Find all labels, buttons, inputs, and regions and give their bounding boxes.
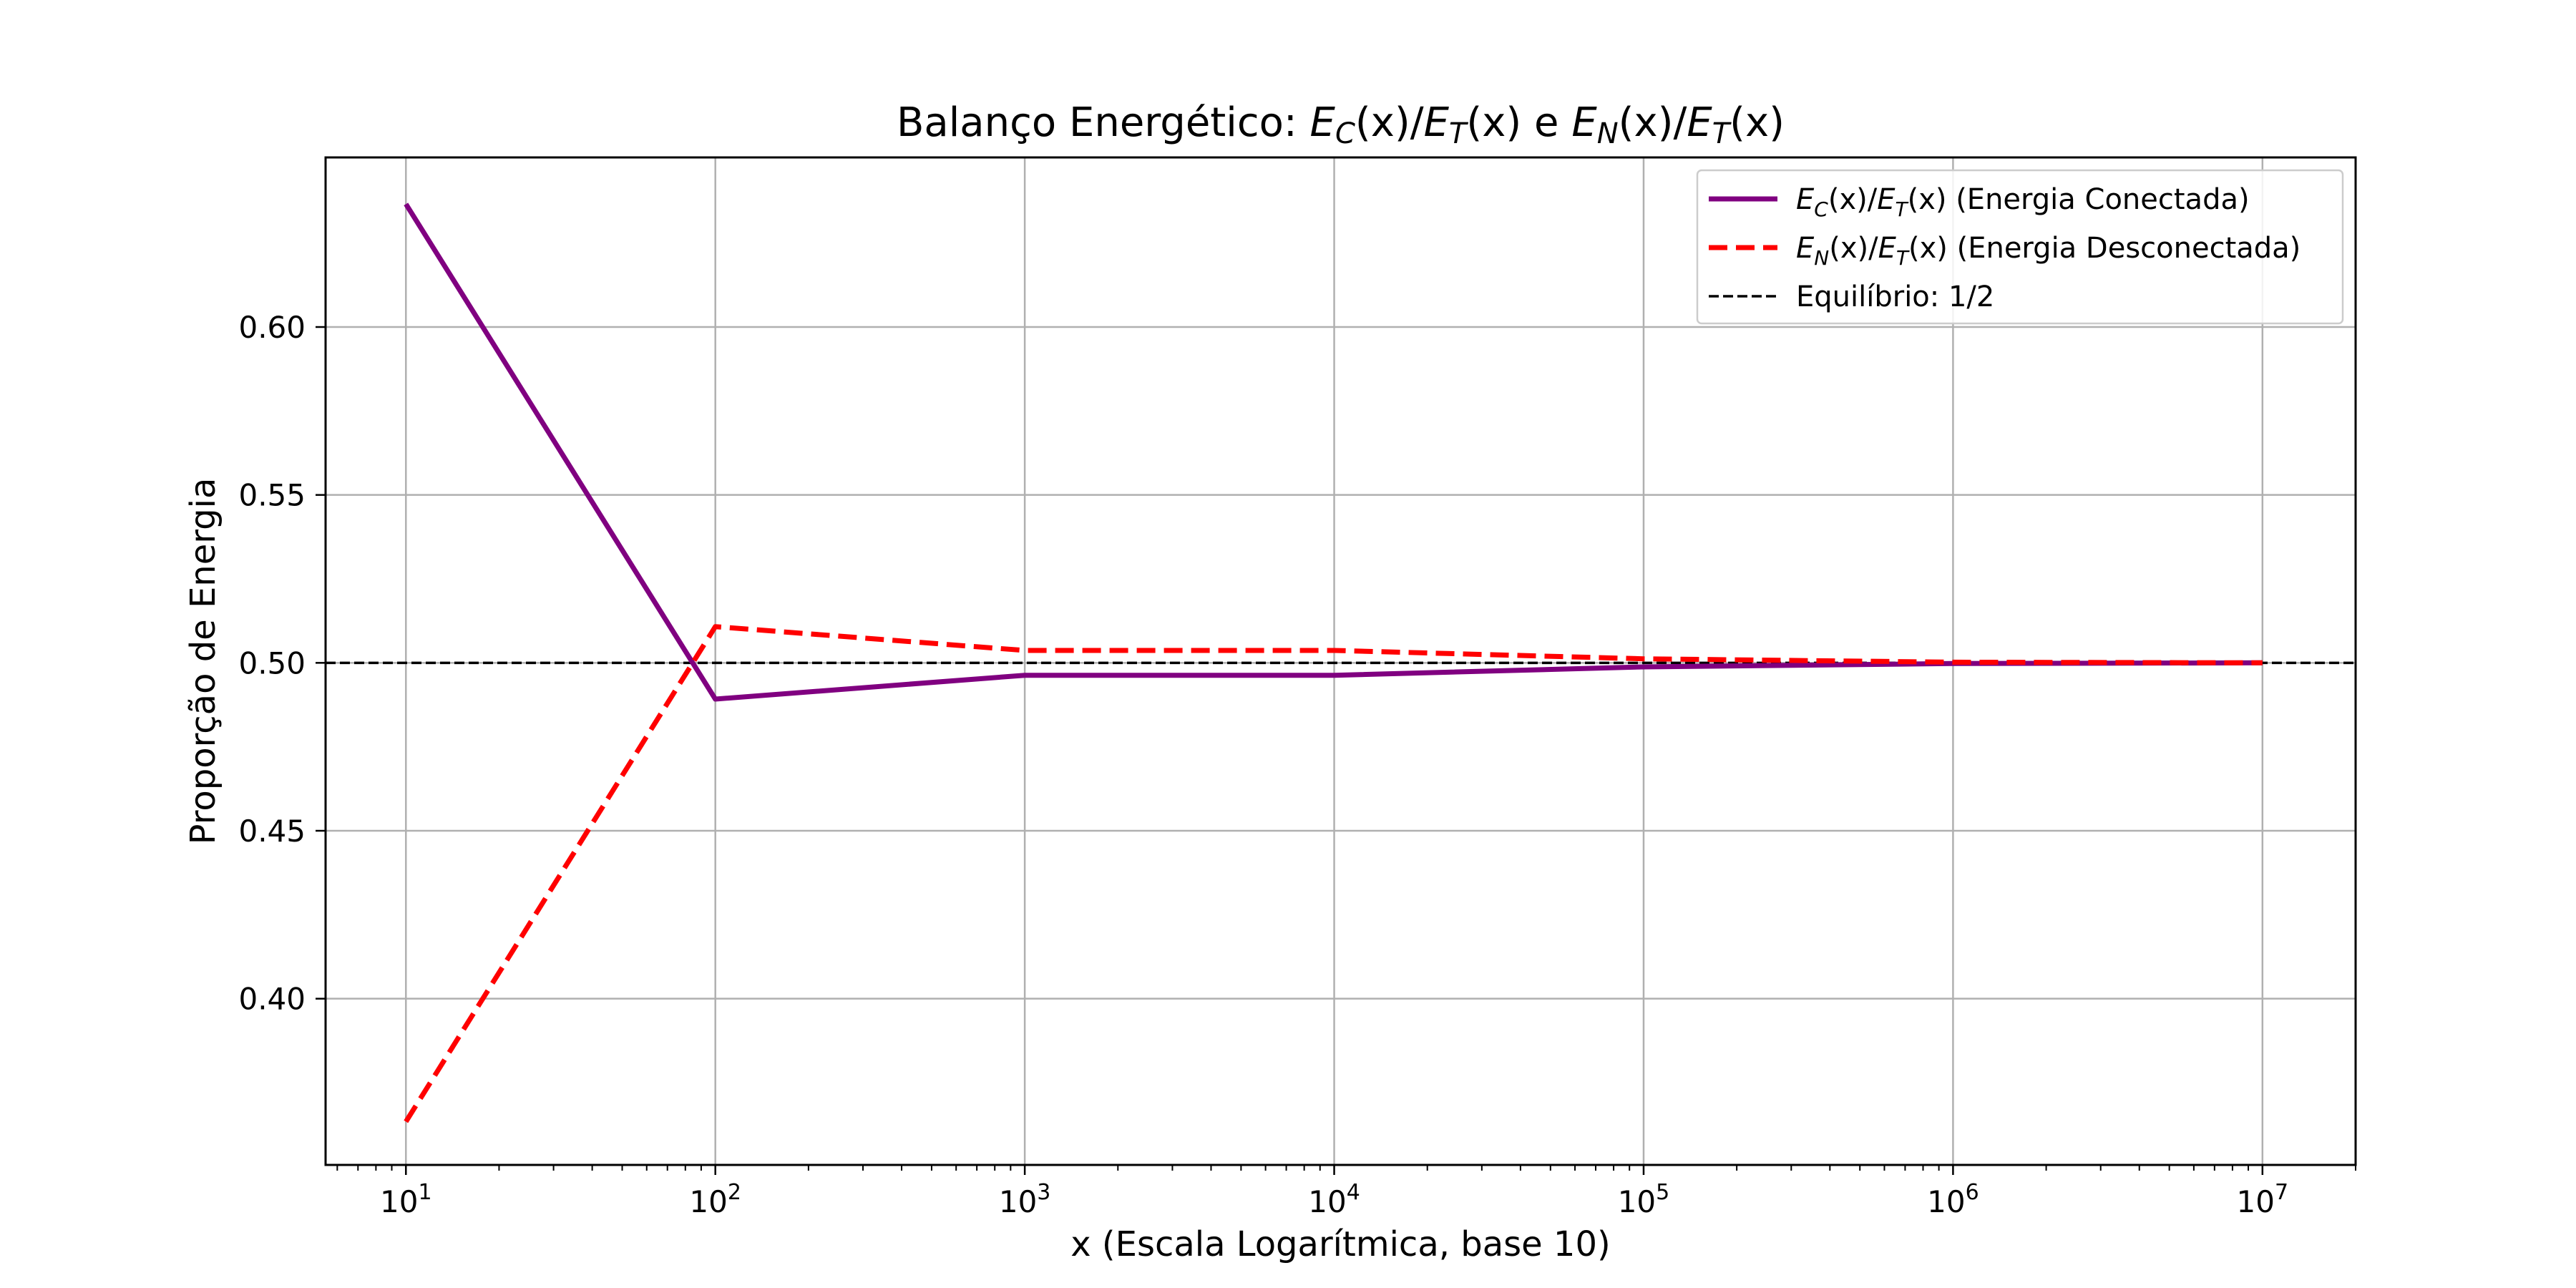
title-expr2-arg: (x) (1729, 99, 1785, 146)
y-tick-label: 0.60 (238, 310, 306, 345)
x-tick-base: 10 (380, 1184, 418, 1219)
x-tick-label: 106 (1927, 1180, 1979, 1219)
title-expr2-subscript: N (1597, 117, 1619, 150)
plot-frame (324, 156, 2357, 1166)
x-tick-exponent: 5 (1656, 1180, 1669, 1205)
x-tick-label: 105 (1618, 1180, 1670, 1219)
x-tick-base: 10 (999, 1184, 1037, 1219)
title-expr2-arg: (x)/ (1619, 99, 1687, 146)
legend-label-reference: Equilíbrio: 1/2 (1796, 280, 1994, 313)
legend-ec-e: E (1796, 183, 1815, 216)
x-axis-label: x (Escala Logarítmica, base 10) (1070, 1224, 1610, 1264)
legend-ec-arg: (x) (1908, 183, 1947, 216)
legend: EC(x)/ET(x) (Energia Conectada)EN(x)/ET(… (1696, 169, 2344, 325)
legend-box (1696, 169, 2344, 325)
x-tick-base: 10 (689, 1184, 727, 1219)
y-tick-label: 0.50 (238, 645, 306, 680)
legend-en-e: E (1878, 232, 1897, 265)
legend-label-en: EN(x)/ET(x) (Energia Desconectada) (1796, 232, 2301, 270)
y-tick-label: 0.45 (238, 814, 306, 849)
title-expr1-arg: (x) (1466, 99, 1521, 146)
x-tick-base: 10 (1308, 1184, 1346, 1219)
x-tick-label: 101 (380, 1180, 432, 1219)
x-tick-exponent: 7 (2275, 1180, 2288, 1205)
y-tick-label: 0.40 (238, 982, 306, 1017)
legend-suffix: (Energia Conectada) (1946, 183, 2249, 216)
series-line-en (404, 624, 2263, 1123)
legend-suffix: (Energia Desconectada) (1948, 232, 2301, 265)
legend-en-arg: (x)/ (1829, 232, 1878, 265)
title-expr1-e: E (1310, 99, 1336, 146)
y-tick-label: 0.55 (238, 478, 306, 513)
legend-ec-e: E (1877, 183, 1896, 216)
legend-ec-subscript: C (1814, 197, 1828, 221)
legend-label-ec: EC(x)/ET(x) (Energia Conectada) (1796, 183, 2250, 221)
legend-en-arg: (x) (1908, 232, 1948, 265)
x-tick-exponent: 2 (728, 1180, 741, 1205)
x-tick-exponent: 6 (1966, 1180, 1979, 1205)
chart-title: Balanço Energético: EC(x)/ET(x) e EN(x)/… (897, 99, 1785, 150)
x-tick-base: 10 (1927, 1184, 1965, 1219)
x-tick-label: 102 (689, 1180, 741, 1219)
title-expr1-subscript: C (1335, 117, 1355, 150)
tick-labels: 101 102 103 104 105 106 1070.400.450.500.550.6… (238, 310, 2288, 1219)
title-expr1-e: E (1424, 99, 1450, 146)
title-prefix: Balanço Energético: (897, 99, 1310, 146)
title-expr2-e: E (1571, 99, 1597, 146)
legend-ec-arg: (x)/ (1828, 183, 1878, 216)
x-tick-label: 104 (1308, 1180, 1360, 1219)
x-tick-exponent: 1 (418, 1180, 431, 1205)
x-tick-exponent: 4 (1347, 1180, 1360, 1205)
title-expr2-subscript: T (1712, 117, 1732, 150)
axis-ticks (316, 326, 2356, 1175)
legend-ec-subscript: T (1895, 197, 1908, 221)
title-expr2-e: E (1687, 99, 1712, 146)
title-expr1-arg: (x)/ (1355, 99, 1424, 146)
x-tick-base: 10 (1618, 1184, 1656, 1219)
y-axis-label: Proporção de Energia (183, 478, 223, 845)
series-lines (404, 203, 2263, 1123)
x-tick-label: 103 (999, 1180, 1051, 1219)
legend-en-subscript: T (1896, 246, 1910, 270)
title-expr1-subscript: T (1449, 117, 1469, 150)
legend-en-subscript: N (1814, 246, 1829, 270)
x-tick-label: 107 (2237, 1180, 2289, 1219)
x-tick-exponent: 3 (1037, 1180, 1050, 1205)
legend-en-e: E (1796, 232, 1815, 265)
title-joiner: e (1521, 99, 1571, 146)
x-tick-base: 10 (2237, 1184, 2275, 1219)
